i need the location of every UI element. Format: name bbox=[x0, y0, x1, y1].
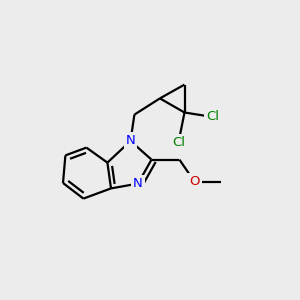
Text: N: N bbox=[126, 134, 135, 148]
Text: Cl: Cl bbox=[172, 136, 185, 149]
Text: Cl: Cl bbox=[206, 110, 220, 124]
Text: O: O bbox=[189, 175, 200, 188]
Text: N: N bbox=[133, 177, 143, 190]
